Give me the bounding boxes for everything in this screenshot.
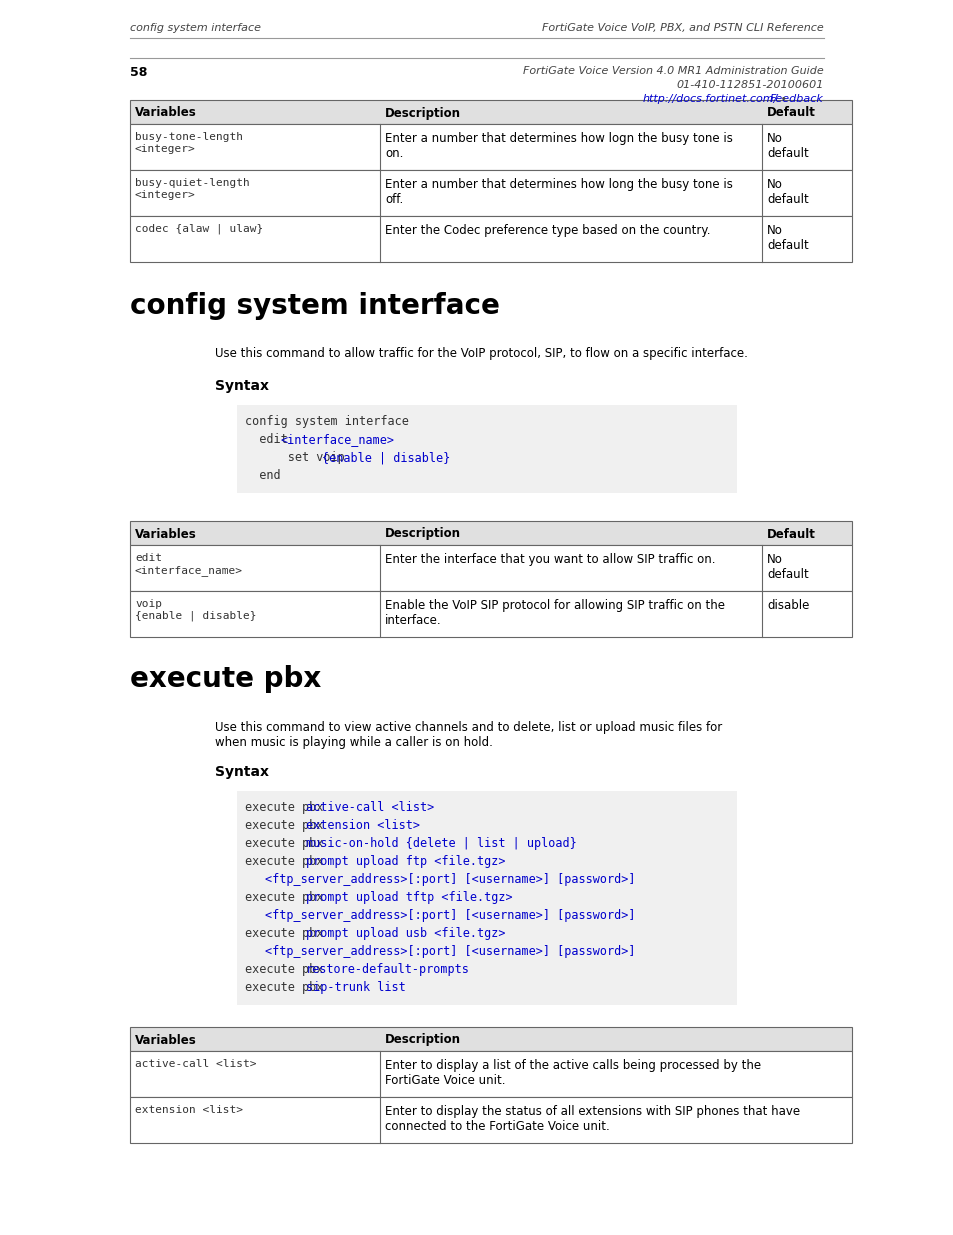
Text: Default: Default [766,106,815,120]
Text: Enter the Codec preference type based on the country.: Enter the Codec preference type based on… [385,224,710,237]
Text: end: end [245,469,280,482]
Text: execute pbx: execute pbx [245,927,330,940]
Bar [130,100,851,124]
Text: config system interface: config system interface [130,291,499,320]
Bar [130,545,851,592]
Text: <ftp_server_address>[:port] [<username>] [password>]: <ftp_server_address>[:port] [<username>]… [265,909,636,923]
Text: Enter to display a list of the active calls being processed by the
FortiGate Voi: Enter to display a list of the active ca… [385,1058,760,1087]
Text: set voip: set voip [245,451,352,464]
Text: Variables: Variables [135,106,196,120]
Text: execute pbx: execute pbx [245,890,330,904]
Text: execute pbx: execute pbx [245,837,330,850]
Text: 58: 58 [130,65,147,79]
Text: restore-default-prompts: restore-default-prompts [306,963,470,976]
Bar [130,1097,851,1144]
Text: No
default: No default [766,178,808,206]
Text: Feedback: Feedback [769,94,823,104]
Text: config system interface: config system interface [130,23,261,33]
Bar [130,170,851,216]
Text: codec {alaw | ulaw}: codec {alaw | ulaw} [135,224,263,235]
Text: execute pbx: execute pbx [245,981,330,994]
Text: edit
<interface_name>: edit <interface_name> [135,553,243,576]
Text: Variables: Variables [135,527,196,541]
Text: Syntax: Syntax [214,379,269,393]
Text: busy-quiet-length
<integer>: busy-quiet-length <integer> [135,178,250,200]
Text: Enter the interface that you want to allow SIP traffic on.: Enter the interface that you want to all… [385,553,715,566]
Text: execute pbx: execute pbx [130,664,321,693]
Text: Enter a number that determines how long the busy tone is
off.: Enter a number that determines how long … [385,178,732,206]
Text: Description: Description [385,1034,460,1046]
Text: execute pbx: execute pbx [245,963,330,976]
Text: prompt upload tftp <file.tgz>: prompt upload tftp <file.tgz> [306,890,513,904]
Text: <interface_name>: <interface_name> [280,433,395,446]
Text: 01-410-112851-20100601: 01-410-112851-20100601 [676,80,823,90]
Text: <ftp_server_address>[:port] [<username>] [password>]: <ftp_server_address>[:port] [<username>]… [265,873,636,885]
Text: FortiGate Voice Version 4.0 MR1 Administration Guide: FortiGate Voice Version 4.0 MR1 Administ… [522,65,823,77]
Text: {enable | disable}: {enable | disable} [321,451,450,464]
Text: http://docs.fortinet.com/: http://docs.fortinet.com/ [642,94,778,104]
Text: <ftp_server_address>[:port] [<username>] [password>]: <ftp_server_address>[:port] [<username>]… [265,945,636,958]
Bar [130,124,851,170]
Text: prompt upload usb <file.tgz>: prompt upload usb <file.tgz> [306,927,505,940]
Text: No
default: No default [766,553,808,580]
Text: Enable the VoIP SIP protocol for allowing SIP traffic on the
interface.: Enable the VoIP SIP protocol for allowin… [385,599,724,627]
Text: FortiGate Voice VoIP, PBX, and PSTN CLI Reference: FortiGate Voice VoIP, PBX, and PSTN CLI … [541,23,823,33]
Text: •: • [777,94,790,104]
Text: No
default: No default [766,224,808,252]
Text: Use this command to allow traffic for the VoIP protocol, SIP, to flow on a speci: Use this command to allow traffic for th… [214,347,747,359]
Text: Syntax: Syntax [214,764,269,779]
Text: disable: disable [766,599,808,613]
Text: extension <list>: extension <list> [135,1105,243,1115]
Text: Use this command to view active channels and to delete, list or upload music fil: Use this command to view active channels… [214,721,721,748]
Text: Description: Description [385,106,460,120]
Bar [130,1028,851,1051]
Text: active-call <list>: active-call <list> [135,1058,256,1070]
Text: voip
{enable | disable}: voip {enable | disable} [135,599,256,621]
Text: edit: edit [245,433,294,446]
Bar [236,790,737,1005]
Text: prompt upload ftp <file.tgz>: prompt upload ftp <file.tgz> [306,855,505,868]
Text: Description: Description [385,527,460,541]
Text: execute pbx: execute pbx [245,802,330,814]
Text: music-on-hold {delete | list | upload}: music-on-hold {delete | list | upload} [306,837,577,850]
Text: config system interface: config system interface [245,415,409,429]
Text: execute pbx: execute pbx [245,819,330,832]
Text: extension <list>: extension <list> [306,819,420,832]
Text: No
default: No default [766,132,808,161]
Text: active-call <list>: active-call <list> [306,802,435,814]
Bar [130,521,851,545]
Text: Enter a number that determines how logn the busy tone is
on.: Enter a number that determines how logn … [385,132,732,161]
Text: Enter to display the status of all extensions with SIP phones that have
connecte: Enter to display the status of all exten… [385,1105,800,1132]
Bar [130,216,851,262]
Bar [130,1051,851,1097]
Text: sip-trunk list: sip-trunk list [306,981,406,994]
Bar [236,405,737,493]
Text: Variables: Variables [135,1034,196,1046]
Text: execute pbx: execute pbx [245,855,330,868]
Text: Default: Default [766,527,815,541]
Bar [130,592,851,637]
Text: busy-tone-length
<integer>: busy-tone-length <integer> [135,132,243,153]
